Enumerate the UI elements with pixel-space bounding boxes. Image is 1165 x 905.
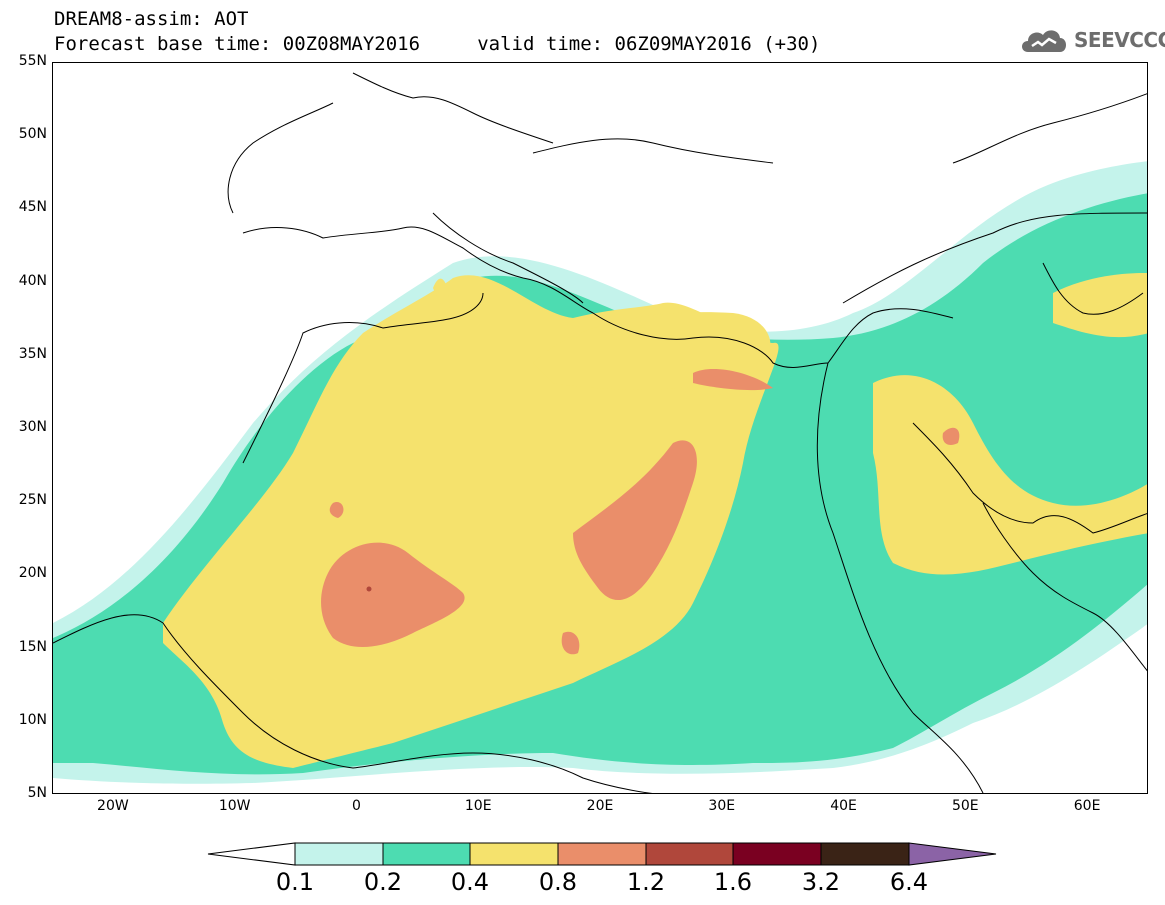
colorbar-over-arrow: [908, 842, 997, 866]
colorbar-bin: [557, 842, 647, 866]
lat-tick-label: 35N: [18, 345, 47, 362]
colorbar: [207, 842, 997, 866]
colorbar-label: 1.2: [626, 868, 666, 896]
lat-tick-label: 5N: [27, 785, 47, 801]
colorbar-bin: [294, 842, 384, 866]
colorbar-under-arrow: [207, 842, 296, 866]
lat-tick-label: 15N: [18, 638, 47, 655]
chart-title: DREAM8-assim: AOT: [54, 8, 249, 30]
map-panel: [52, 62, 1148, 794]
colorbar-bin: [469, 842, 559, 866]
aot-field-0-8-1-2: [321, 368, 960, 655]
logo-text: SEEVCCC: [1074, 28, 1165, 52]
lat-tick-label: 10N: [18, 711, 47, 728]
lat-tick-label: 55N: [18, 53, 47, 69]
colorbar-bin: [382, 842, 471, 866]
lon-tick-label: 20E: [586, 798, 614, 814]
lon-tick-label: 10W: [218, 798, 251, 814]
colorbar-label: 0.8: [538, 868, 578, 896]
colorbar-label: 6.4: [889, 868, 929, 896]
lat-tick-label: 45N: [18, 199, 47, 216]
colorbar-label: 0.1: [275, 868, 315, 896]
lat-tick-label: 50N: [18, 126, 47, 143]
colorbar-label: 1.6: [713, 868, 753, 896]
colorbar-bin: [820, 842, 910, 866]
lon-tick-label: 20W: [97, 798, 129, 814]
chart-subtitle: Forecast base time: 00Z08MAY2016 valid t…: [54, 33, 821, 55]
colorbar-bin: [732, 842, 822, 866]
lat-tick-label: 25N: [18, 492, 47, 509]
coastlines: [53, 72, 1147, 793]
cloud-icon: [1022, 30, 1066, 52]
lon-tick-label: 60E: [1073, 798, 1101, 814]
colorbar-label: 3.2: [801, 868, 841, 896]
lon-tick-label: 40E: [830, 798, 857, 814]
colorbar-label: 0.4: [450, 868, 490, 896]
colorbar-bin: [645, 842, 734, 866]
lat-tick-label: 40N: [18, 272, 47, 289]
lon-tick-label: 10E: [464, 798, 492, 814]
lon-tick-label: 30E: [708, 798, 736, 814]
aot-map: [53, 72, 1147, 793]
aot-field-0-4-0-8: [163, 273, 1147, 768]
lon-tick-label: 50E: [951, 798, 979, 814]
lat-tick-label: 30N: [18, 419, 47, 435]
lat-tick-label: 20N: [18, 565, 47, 582]
aot-field-1-2-1-6: [366, 586, 372, 592]
colorbar-label: 0.2: [363, 868, 403, 896]
seevccc-logo: SEEVCCC: [1018, 24, 1165, 56]
lon-tick-label: 0: [351, 798, 361, 814]
